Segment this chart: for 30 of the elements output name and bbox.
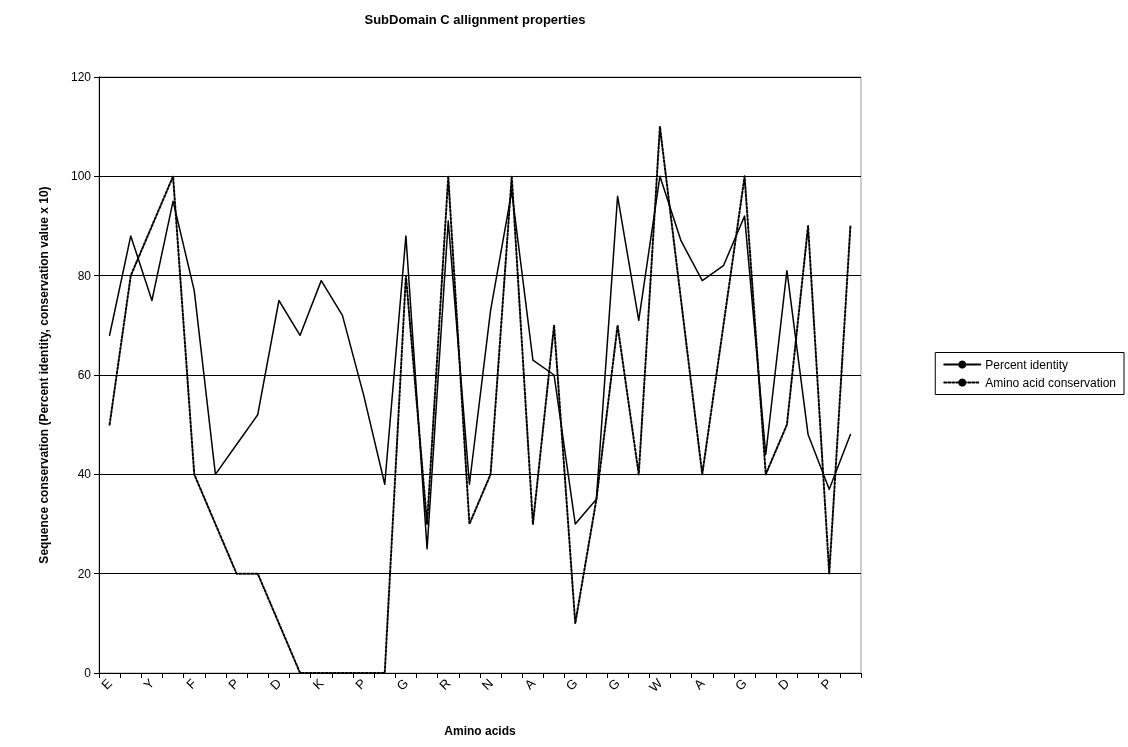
y-tick-label: 0: [84, 666, 92, 680]
y-tick-label: 20: [77, 566, 92, 581]
x-tick-label: G: [393, 675, 412, 694]
y-axis-title: Sequence conservation (Percent identity, conservation value x 10): [36, 186, 51, 564]
x-axis-title: Amino acids: [444, 724, 516, 738]
x-tick-label: W: [645, 675, 666, 695]
x-tick-label: R: [436, 675, 454, 693]
x-tick-label: P: [817, 675, 835, 693]
x-tick-label: G: [605, 675, 623, 694]
legend-label: Percent identity: [985, 357, 1068, 372]
y-tick-label: 40: [77, 467, 92, 482]
x-tick-label: Y: [140, 675, 158, 693]
y-tick-label: 60: [77, 368, 92, 382]
x-tick-label: F: [183, 675, 200, 692]
chart-title: SubDomain C allignment properties: [364, 12, 586, 27]
x-tick-label: A: [521, 675, 539, 693]
x-tick-label: N: [478, 675, 496, 693]
x-tick-label: P: [225, 675, 242, 693]
y-tick-label: 120: [70, 70, 92, 84]
x-tick-label: G: [562, 675, 581, 694]
x-tick-label: E: [98, 675, 116, 693]
x-tick-label: G: [732, 675, 750, 694]
x-tick-label: P: [352, 675, 369, 693]
legend-label: Amino acid conservation: [985, 375, 1116, 390]
y-tick-label: 80: [77, 268, 92, 283]
x-tick-label: D: [774, 675, 793, 693]
x-tick-label: A: [690, 675, 708, 693]
x-tick-label: D: [266, 675, 285, 693]
y-tick-label: 100: [70, 169, 92, 184]
x-tick-label: K: [309, 675, 327, 693]
